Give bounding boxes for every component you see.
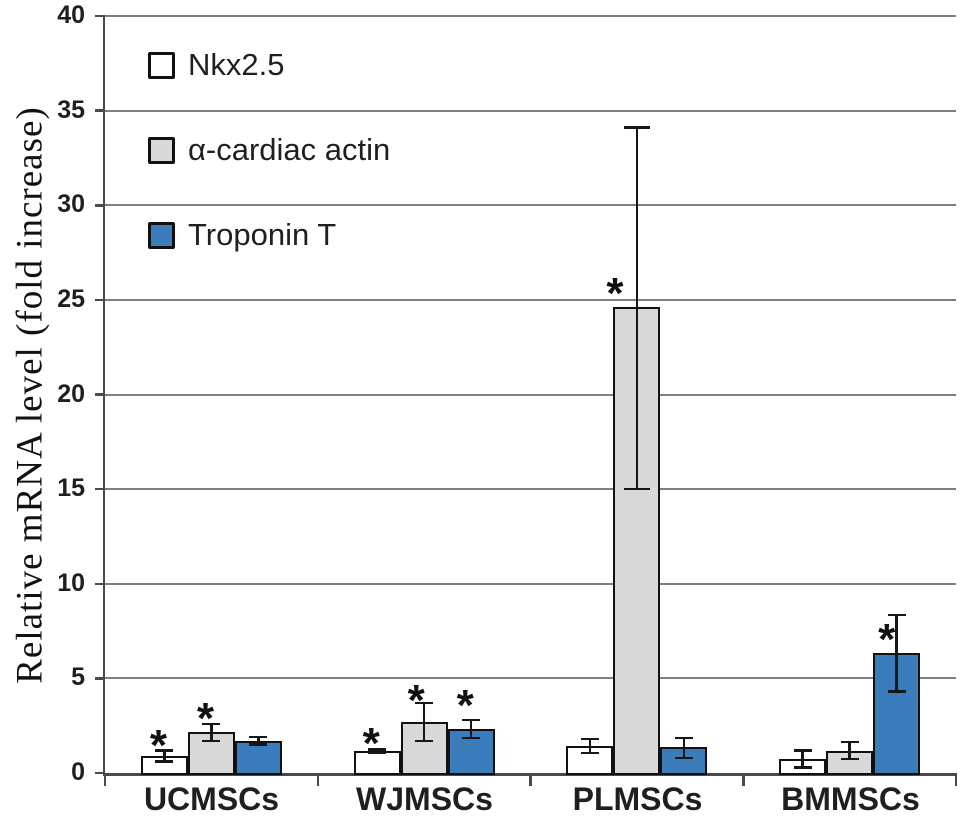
error-bar-Troponin T-BMMSCs (895, 614, 898, 692)
y-tick-35 (95, 109, 105, 112)
gridline-5 (105, 677, 956, 680)
error-cap-bottom-Nkx2.5-PLMSCs (580, 751, 599, 755)
legend-swatch-cardiac-actin-icon (148, 136, 175, 164)
error-cap-bottom-Troponin T-UCMSCs (249, 743, 268, 746)
legend-swatch-nkx2-5-icon (148, 51, 175, 79)
error-cap-top-α-cardiac actin-PLMSCs (623, 126, 650, 129)
category-label-plmscs: PLMSCs (572, 781, 703, 817)
y-tick-20 (95, 393, 105, 396)
legend-label-cardiac-actin: α-cardiac actin (188, 132, 391, 167)
x-tick-3 (742, 773, 745, 786)
error-cap-top-α-cardiac actin-UCMSCs (202, 722, 221, 726)
gridline-40 (105, 15, 956, 17)
gridline-35 (105, 109, 956, 112)
error-bar-α-cardiac actin-WJMSCs (422, 702, 426, 741)
error-cap-bottom-α-cardiac actin-WJMSCs (415, 739, 434, 743)
error-bar-α-cardiac actin-PLMSCs (635, 127, 639, 490)
gridline-30 (105, 204, 956, 207)
y-tick-label-5: 5 (71, 663, 85, 692)
legend-item-troponin-t: Troponin T (148, 217, 390, 252)
error-cap-bottom-Nkx2.5-UCMSCs (155, 760, 174, 763)
significance-marker-Nkx2.5-UCMSCs: * (149, 720, 167, 770)
error-bar-α-cardiac actin-BMMSCs (848, 741, 851, 759)
error-cap-bottom-Nkx2.5-WJMSCs (368, 751, 387, 755)
significance-marker-Troponin T-WJMSCs: * (456, 681, 474, 731)
gridline-10 (105, 582, 956, 585)
category-label-ucmscs: UCMSCs (143, 781, 280, 817)
category-label-bmmscs: BMMSCs (781, 781, 920, 817)
significance-marker-α-cardiac actin-UCMSCs: * (196, 694, 214, 744)
error-cap-top-Troponin T-UCMSCs (249, 735, 268, 739)
gridline-25 (105, 298, 956, 301)
error-bar-Nkx2.5-PLMSCs (588, 738, 592, 754)
error-cap-bottom-Troponin T-BMMSCs (887, 690, 906, 693)
error-bar-Troponin T-WJMSCs (469, 720, 473, 738)
legend-item-cardiac-actin: α-cardiac actin (148, 132, 391, 167)
y-tick-0 (95, 771, 105, 775)
y-tick-label-10: 10 (57, 568, 85, 597)
error-bar-Nkx2.5-UCMSCs (163, 750, 166, 762)
significance-marker-α-cardiac actin-WJMSCs: * (407, 675, 425, 725)
x-tick-1 (316, 773, 319, 786)
error-cap-bottom-Troponin T-PLMSCs (674, 756, 693, 760)
gridline-15 (105, 488, 956, 491)
y-tick-15 (95, 487, 105, 491)
x-tick-4 (954, 773, 958, 786)
error-cap-bottom-α-cardiac actin-UCMSCs (202, 739, 221, 743)
error-cap-top-Nkx2.5-PLMSCs (580, 737, 599, 741)
error-cap-top-Troponin T-PLMSCs (674, 736, 693, 740)
error-bar-Troponin T-UCMSCs (257, 737, 260, 745)
legend-label-nkx2-5: Nkx2.5 (188, 47, 285, 82)
error-cap-bottom-α-cardiac actin-PLMSCs (623, 487, 650, 491)
y-tick-40 (95, 14, 105, 18)
legend-swatch-troponin-t-icon (148, 221, 175, 249)
error-cap-bottom-Troponin T-WJMSCs (462, 736, 481, 740)
y-tick-label-35: 35 (57, 95, 85, 124)
error-cap-top-α-cardiac actin-WJMSCs (415, 701, 434, 705)
significance-marker-Nkx2.5-WJMSCs: * (362, 719, 380, 769)
y-tick-label-30: 30 (57, 190, 85, 219)
y-tick-label-0: 0 (71, 758, 85, 786)
error-bar-α-cardiac actin-UCMSCs (210, 723, 213, 741)
y-tick-label-15: 15 (57, 474, 85, 503)
error-cap-top-Troponin T-BMMSCs (887, 613, 906, 617)
y-tick-label-40: 40 (57, 1, 85, 29)
error-cap-bottom-α-cardiac actin-BMMSCs (840, 757, 859, 761)
error-bar-Troponin T-PLMSCs (682, 737, 686, 758)
error-cap-top-Nkx2.5-BMMSCs (793, 749, 812, 752)
significance-marker-α-cardiac actin-PLMSCs: * (606, 268, 624, 318)
error-cap-top-Nkx2.5-WJMSCs (368, 748, 387, 751)
error-cap-top-α-cardiac actin-BMMSCs (840, 740, 859, 744)
x-tick-0 (103, 773, 107, 786)
error-bar-Nkx2.5-BMMSCs (801, 750, 804, 768)
significance-marker-Troponin T-BMMSCs: * (878, 614, 896, 664)
error-cap-bottom-Nkx2.5-BMMSCs (793, 766, 812, 769)
error-cap-top-Nkx2.5-UCMSCs (155, 749, 174, 752)
gridline-20 (105, 393, 956, 396)
legend: Nkx2.5 α-cardiac actin Troponin T (148, 47, 391, 305)
bar-Troponin T-UCMSCs (234, 740, 282, 775)
y-axis-line (102, 16, 105, 776)
legend-label-troponin-t: Troponin T (188, 217, 337, 252)
y-tick-30 (95, 204, 105, 207)
y-tick-5 (95, 677, 105, 680)
error-bar-Nkx2.5-WJMSCs (375, 749, 379, 754)
y-tick-10 (95, 582, 105, 585)
y-tick-label-25: 25 (57, 284, 85, 313)
legend-item-nkx2-5: Nkx2.5 (148, 47, 390, 82)
x-tick-2 (529, 773, 532, 786)
category-label-wjmscs: WJMSCs (356, 781, 493, 817)
y-tick-label-20: 20 (57, 379, 85, 408)
error-cap-top-Troponin T-WJMSCs (462, 718, 481, 722)
y-tick-25 (95, 298, 105, 302)
